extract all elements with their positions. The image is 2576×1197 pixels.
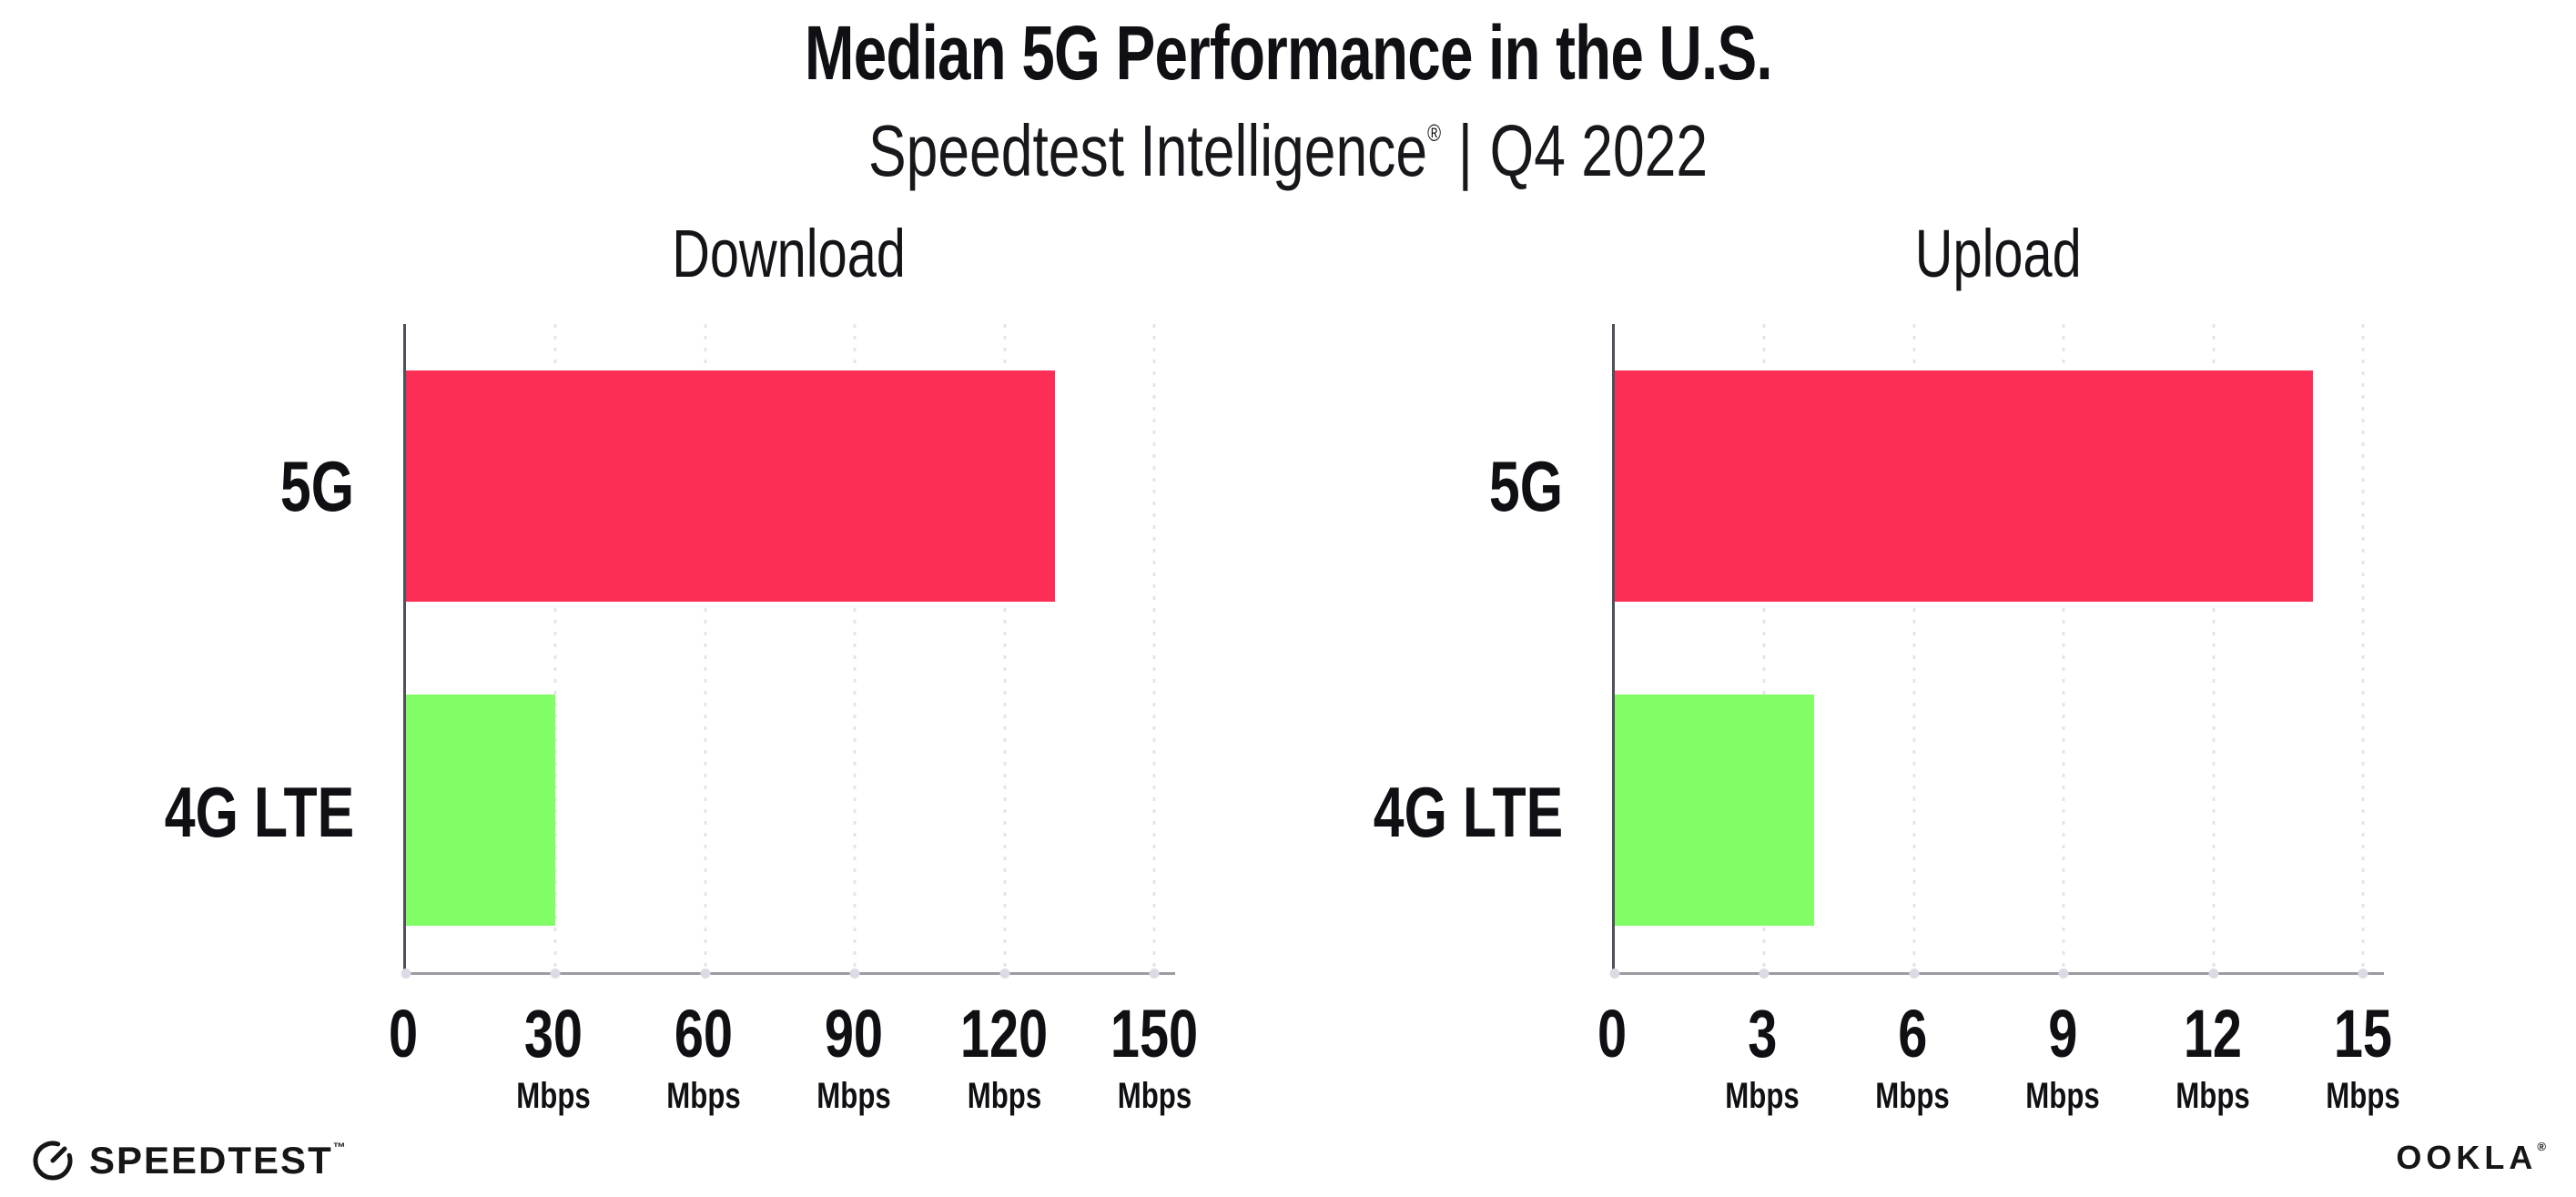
x-tick-9-upload: 9 Mbps: [2015, 1000, 2110, 1117]
chart-download: Download 5G 4G LTE 0 30 Mbps 60 Mbps 90 Mbps 12…: [148, 216, 1199, 1146]
charts-row: Download 5G 4G LTE 0 30 Mbps 60 Mbps 90 Mbps 12…: [0, 216, 2576, 1146]
chart-upload: Upload 5G 4G LTE 0 3 Mbps 6 Mbps 9 Mbps 12 Mbps 1…: [1357, 216, 2400, 1146]
x-tick-unit: Mbps: [1117, 1076, 1192, 1116]
page-subtitle-text: Speedtest Intelligence® | Q4 2022: [868, 91, 1708, 193]
category-labels-download: 5G 4G LTE: [148, 324, 403, 975]
category-label-4g-lte-download: 4G LTE: [164, 771, 354, 852]
x-tick-30-download: 30 Mbps: [506, 1000, 601, 1117]
x-tick-unit: Mbps: [1725, 1076, 1800, 1116]
subtitle-brand: Speedtest Intelligence: [867, 110, 1428, 191]
x-tick-value: 30: [523, 996, 583, 1071]
axis-tick-dot: [401, 969, 411, 979]
category-label-5g-upload: 5G: [1488, 446, 1563, 527]
x-axis-labels-upload: 0 3 Mbps 6 Mbps 9 Mbps 12 Mbps 15 Mbps: [1597, 1000, 2400, 1146]
axis-tick-dot: [700, 969, 711, 979]
x-tick-value: 3: [1747, 996, 1778, 1071]
x-tick-unit: Mbps: [2025, 1076, 2100, 1116]
speedtest-logo: SPEEDTEST™: [31, 1139, 346, 1182]
category-label-5g-download: 5G: [279, 446, 354, 527]
chart-title-upload: Upload: [1612, 216, 2384, 307]
x-tick-value: 6: [1897, 996, 1928, 1071]
chart-title-download-text: Download: [672, 216, 907, 292]
x-tick-3-upload: 3 Mbps: [1715, 1000, 1810, 1117]
page-title: Median 5G Performance in the U.S.: [0, 15, 2576, 91]
axis-tick-dot: [2208, 969, 2219, 979]
header: Median 5G Performance in the U.S. Speedt…: [0, 0, 2576, 193]
x-tick-12-upload: 12 Mbps: [2165, 1000, 2260, 1117]
bar-5g-upload: [1615, 370, 2314, 603]
gridline-60-mbps: [704, 324, 707, 972]
x-tick-unit: Mbps: [2175, 1076, 2250, 1116]
axis-tick-dot: [1149, 969, 1160, 979]
x-tick-value: 90: [824, 996, 884, 1071]
ookla-logo: OOKLA®: [2396, 1139, 2546, 1177]
x-tick-120-download: 120 Mbps: [948, 1000, 1060, 1117]
x-tick-value: 15: [2333, 996, 2393, 1071]
x-tick-unit: Mbps: [816, 1076, 891, 1116]
ookla-logo-text: OOKLA: [2396, 1139, 2538, 1176]
axis-tick-dot: [1909, 969, 1920, 979]
x-tick-value: 150: [1110, 996, 1199, 1071]
gridline-6-mbps: [1912, 324, 1916, 972]
x-tick-unit: Mbps: [1875, 1076, 1950, 1116]
subtitle-separator: |: [1457, 110, 1473, 191]
gridline-15-mbps: [2361, 324, 2365, 972]
x-tick-value: 9: [2047, 996, 2078, 1071]
x-tick-unit: Mbps: [967, 1076, 1041, 1116]
category-labels-upload: 5G 4G LTE: [1357, 324, 1612, 975]
axis-tick-dot: [2058, 969, 2069, 979]
axis-tick-dot: [1609, 969, 1620, 979]
gridline-90-mbps: [853, 324, 857, 972]
gridline-150-mbps: [1152, 324, 1156, 972]
x-tick-value: 120: [959, 996, 1049, 1071]
gridline-120-mbps: [1003, 324, 1007, 972]
x-tick-15-upload: 15 Mbps: [2316, 1000, 2410, 1117]
chart-title-upload-text: Upload: [1914, 216, 2082, 292]
x-tick-value: 60: [674, 996, 734, 1071]
x-tick-value: 12: [2183, 996, 2243, 1071]
category-label-4g-lte-upload: 4G LTE: [1373, 771, 1563, 852]
gridline-30-mbps: [553, 324, 557, 972]
x-tick-90-download: 90 Mbps: [806, 1000, 901, 1117]
x-tick-unit: Mbps: [516, 1076, 591, 1116]
x-axis-labels-download: 0 30 Mbps 60 Mbps 90 Mbps 120 Mbps 150 Mbps: [389, 1000, 1198, 1146]
axis-tick-dot: [550, 969, 561, 979]
ookla-registered-mark: ®: [2537, 1140, 2546, 1153]
x-tick-150-download: 150 Mbps: [1098, 1000, 1210, 1117]
axis-tick-dot: [999, 969, 1010, 979]
page-title-text: Median 5G Performance in the U.S.: [804, 10, 1773, 96]
x-tick-value: 0: [388, 996, 419, 1071]
gridline-9-mbps: [2062, 324, 2065, 972]
bar-5g-download: [406, 370, 1055, 603]
axis-tick-dot: [849, 969, 860, 979]
x-tick-value: 0: [1597, 996, 1628, 1071]
registered-mark: ®: [1427, 119, 1441, 147]
speedtest-trademark: ™: [332, 1140, 346, 1154]
x-tick-unit: Mbps: [666, 1076, 741, 1116]
subtitle-period: Q4 2022: [1489, 110, 1709, 191]
bar-4g-lte-upload: [1615, 694, 1815, 927]
bar-4g-lte-download: [406, 694, 556, 927]
speedtest-gauge-icon: [33, 1141, 73, 1181]
page-subtitle: Speedtest Intelligence® | Q4 2022: [0, 91, 2576, 193]
axis-tick-dot: [2358, 969, 2368, 979]
axis-tick-dot: [1759, 969, 1770, 979]
x-tick-0-upload: 0: [1593, 1000, 1630, 1068]
gridline-3-mbps: [1762, 324, 1766, 972]
x-tick-0-download: 0: [384, 1000, 421, 1068]
x-tick-6-upload: 6 Mbps: [1865, 1000, 1960, 1117]
x-tick-60-download: 60 Mbps: [656, 1000, 751, 1117]
speedtest-logo-text: SPEEDTEST™: [89, 1139, 346, 1182]
chart-title-download: Download: [403, 216, 1175, 307]
plot-area-download: [401, 324, 1175, 979]
gridline-12-mbps: [2212, 324, 2216, 972]
plot-area-upload: [1609, 324, 2384, 979]
x-tick-unit: Mbps: [2326, 1076, 2400, 1116]
